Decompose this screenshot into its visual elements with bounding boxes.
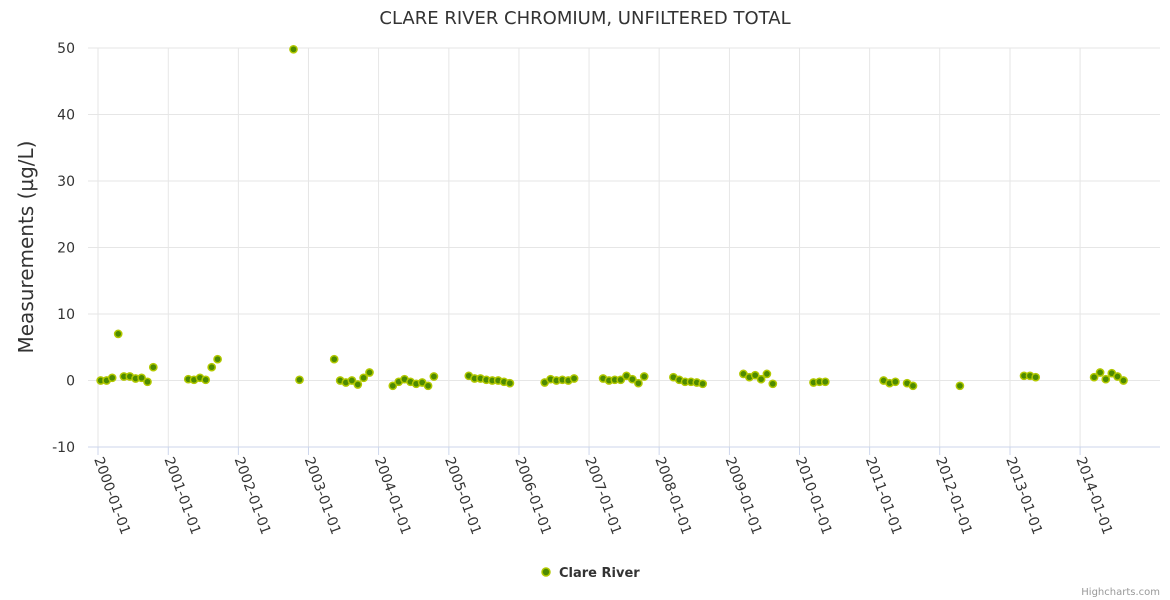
x-tick-label: 2009-01-01	[722, 455, 765, 537]
x-tick-label: 2013-01-01	[1002, 455, 1045, 537]
y-axis: 50 40 30 20 10 0 -10	[52, 41, 75, 456]
data-point[interactable]	[143, 377, 152, 387]
y-tick-label: 50	[57, 41, 75, 57]
series-clare-river	[96, 44, 1128, 391]
legend-item-clare-river[interactable]: Clare River	[559, 566, 640, 581]
data-point[interactable]	[148, 362, 158, 372]
data-point[interactable]	[616, 375, 626, 385]
y-axis-title: Measurements (µg/L)	[14, 141, 38, 354]
data-point[interactable]	[207, 362, 217, 372]
data-point[interactable]	[289, 44, 298, 54]
legend[interactable]: Clare River	[541, 566, 640, 581]
data-point[interactable]	[756, 374, 766, 384]
data-point[interactable]	[768, 379, 778, 389]
legend-marker-icon[interactable]	[541, 567, 551, 577]
credits-link[interactable]: Highcharts.com	[1081, 587, 1160, 598]
data-point[interactable]	[908, 381, 918, 391]
data-point[interactable]	[820, 377, 830, 387]
x-tick-label: 2014-01-01	[1072, 455, 1115, 537]
data-point[interactable]	[505, 378, 515, 388]
data-point[interactable]	[628, 374, 637, 384]
data-point[interactable]	[639, 372, 649, 381]
y-tick-label: -10	[52, 440, 75, 456]
x-tick-label: 2005-01-01	[441, 455, 484, 537]
x-tick-label: 2001-01-01	[161, 455, 204, 537]
data-point[interactable]	[750, 370, 760, 380]
y-tick-label: 40	[57, 108, 75, 124]
x-tick-label: 2007-01-01	[581, 455, 624, 537]
data-point[interactable]	[569, 374, 579, 383]
grid-layer	[88, 47, 1160, 447]
data-point[interactable]	[329, 354, 339, 364]
data-point[interactable]	[107, 373, 117, 383]
data-point[interactable]	[1031, 372, 1041, 382]
y-tick-label: 20	[57, 241, 75, 257]
x-tick-label: 2002-01-01	[231, 455, 274, 537]
data-point[interactable]	[1113, 372, 1122, 381]
x-tick-label: 2003-01-01	[301, 455, 344, 537]
data-point[interactable]	[1101, 374, 1111, 384]
data-point[interactable]	[429, 372, 439, 381]
data-point[interactable]	[137, 373, 146, 383]
data-point[interactable]	[365, 368, 374, 377]
x-tick-label: 2004-01-01	[371, 455, 414, 537]
data-point[interactable]	[1089, 372, 1099, 382]
x-tick-label: 2010-01-01	[792, 455, 835, 537]
x-tick-label: 2006-01-01	[511, 455, 554, 537]
y-tick-label: 10	[57, 307, 75, 323]
data-point[interactable]	[762, 369, 772, 379]
x-axis: 2000-01-01 2001-01-01 2002-01-01 2003-01-01…	[88, 446, 1160, 537]
data-point[interactable]	[213, 354, 222, 364]
data-point[interactable]	[388, 381, 398, 391]
data-point[interactable]	[955, 381, 965, 391]
data-point[interactable]	[201, 375, 211, 385]
y-tick-label: 0	[66, 374, 75, 390]
data-point[interactable]	[891, 377, 900, 387]
data-point[interactable]	[423, 381, 433, 391]
data-point[interactable]	[295, 375, 304, 385]
data-point[interactable]	[1119, 376, 1128, 385]
x-tick-label: 2011-01-01	[862, 455, 905, 537]
chart-title: CLARE RIVER CHROMIUM, UNFILTERED TOTAL	[379, 8, 790, 29]
x-tick-label: 2000-01-01	[90, 455, 133, 537]
data-point[interactable]	[634, 378, 643, 388]
data-point[interactable]	[1095, 368, 1105, 377]
data-point[interactable]	[359, 373, 368, 383]
y-tick-label: 30	[57, 174, 75, 190]
data-point[interactable]	[347, 376, 357, 385]
x-tick-label: 2012-01-01	[932, 455, 975, 537]
data-point[interactable]	[113, 329, 123, 339]
x-tick-label: 2008-01-01	[651, 455, 694, 537]
data-point[interactable]	[353, 380, 363, 389]
data-point[interactable]	[698, 379, 708, 389]
